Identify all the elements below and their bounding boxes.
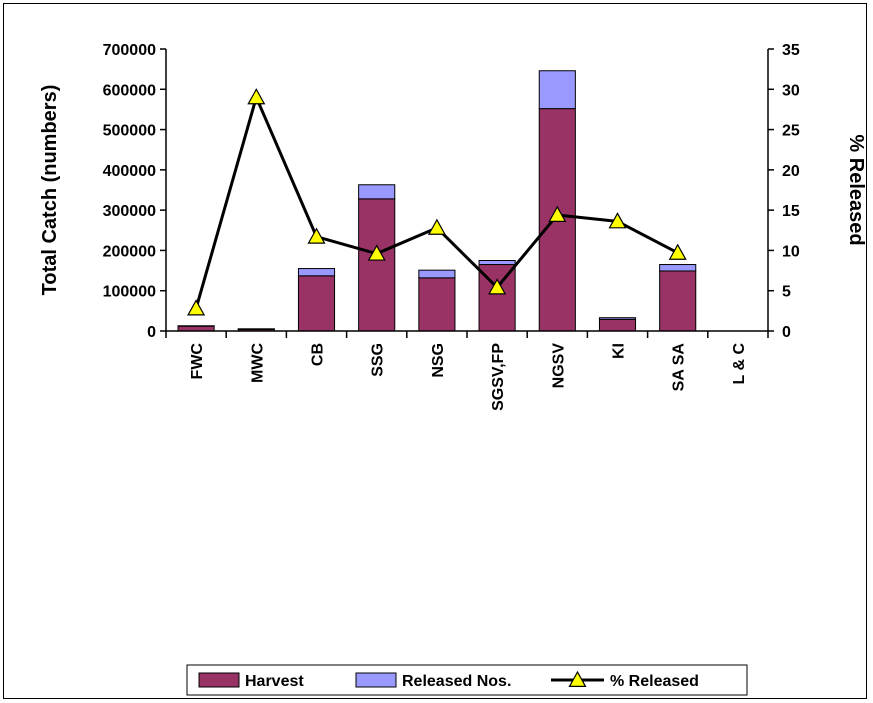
x-tick-label: KI (611, 343, 628, 359)
y-tick-label: 300000 (103, 203, 156, 220)
point-pct-released (309, 229, 325, 243)
y2-tick-label: 5 (782, 284, 791, 301)
y-tick-label: 200000 (103, 243, 156, 260)
bar-released (479, 261, 515, 265)
point-pct-released (248, 89, 264, 103)
bar-harvest (419, 278, 455, 331)
y2-axis-label: % Released (845, 134, 866, 245)
y-tick-label: 700000 (103, 42, 156, 59)
bar-harvest (599, 319, 635, 331)
bars-layer (178, 71, 696, 331)
bar-released (660, 265, 696, 271)
legend-swatch-released (356, 673, 396, 687)
x-tick-label: SSG (370, 343, 387, 377)
y2-tick-label: 10 (782, 243, 800, 260)
y-tick-label: 100000 (103, 284, 156, 301)
y2-tick-label: 15 (782, 203, 800, 220)
y-tick-label: 0 (147, 324, 156, 341)
bar-harvest (298, 276, 334, 331)
x-tick-label: NGSV (550, 343, 567, 389)
bar-released (238, 329, 274, 330)
legend-label-harvest: Harvest (245, 673, 304, 690)
y2-tick-label: 25 (782, 123, 800, 140)
x-tick-label: CB (310, 343, 327, 366)
bar-harvest (359, 199, 395, 331)
bar-released (298, 269, 334, 276)
bar-released (359, 185, 395, 199)
legend-label-released: Released Nos. (402, 673, 511, 690)
legend-label-pct: % Released (610, 673, 699, 690)
ticks-layer: 0 100000 200000 300000 400000 500000 600000 700… (103, 42, 800, 411)
y2-tick-label: 0 (782, 324, 791, 341)
legend-swatch-harvest (199, 673, 239, 687)
y2-tick-label: 30 (782, 82, 800, 99)
legend: Harvest Released Nos. % Released (187, 665, 747, 695)
x-tick-label: MWC (249, 343, 266, 383)
x-tick-label: SGSV,FP (490, 343, 507, 411)
y-tick-label: 600000 (103, 82, 156, 99)
x-tick-label: FWC (189, 343, 206, 380)
y-tick-label: 500000 (103, 123, 156, 140)
bar-released (419, 270, 455, 278)
chart: 0 100000 200000 300000 400000 500000 600000 700… (4, 4, 866, 698)
x-tick-label: L & C (731, 343, 748, 385)
bar-harvest (660, 271, 696, 331)
point-pct-released (670, 245, 686, 259)
bar-released (599, 318, 635, 320)
bar-released (539, 71, 575, 109)
x-tick-label: NSG (430, 343, 447, 378)
y-tick-label: 400000 (103, 163, 156, 180)
x-tick-label: SA SA (671, 343, 688, 392)
point-pct-released (188, 300, 204, 314)
point-pct-released (429, 220, 445, 234)
y-axis-label: Total Catch (numbers) (39, 85, 61, 296)
chart-frame: 0 100000 200000 300000 400000 500000 600000 700… (3, 3, 867, 699)
y2-tick-label: 35 (782, 42, 800, 59)
y2-tick-label: 20 (782, 163, 800, 180)
